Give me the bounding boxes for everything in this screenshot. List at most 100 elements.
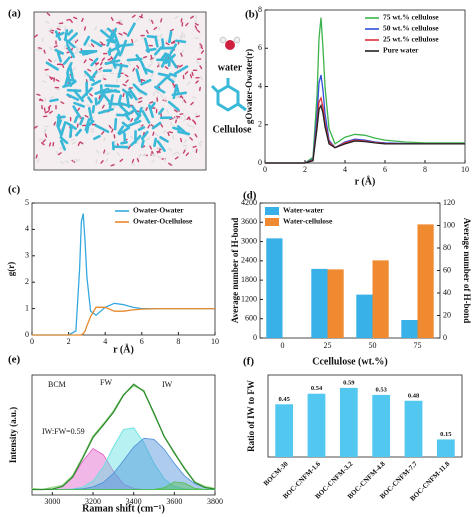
water-molecule xyxy=(153,91,156,97)
water-molecule xyxy=(75,46,80,50)
cellulose-chain xyxy=(125,109,135,117)
water-molecule xyxy=(167,131,170,137)
water-molecule xyxy=(157,61,161,66)
x-tick-label: 10 xyxy=(211,337,219,346)
water-molecule xyxy=(183,139,187,144)
data-label: 0.59 xyxy=(343,379,355,386)
cellulose-chain xyxy=(119,43,134,48)
cellulose-chain xyxy=(126,22,136,37)
y2-tick-label: 0 xyxy=(443,333,447,342)
line xyxy=(265,96,465,164)
water-molecule xyxy=(157,155,162,159)
water-molecule xyxy=(77,141,81,147)
x-tick-label: 2 xyxy=(303,165,307,174)
cellulose-chain xyxy=(119,39,128,55)
cellulose-chain xyxy=(176,125,188,135)
x-tick-label: 3400 xyxy=(126,497,142,506)
water-molecule xyxy=(199,65,203,70)
water-molecule xyxy=(42,139,46,143)
cellulose-chain xyxy=(87,106,94,123)
water-molecule xyxy=(103,137,106,142)
x-tick-label: 0 xyxy=(30,337,34,346)
cellulose-chain xyxy=(119,104,131,116)
panel-label: (a) xyxy=(8,8,21,20)
y-tick-label: 3000 xyxy=(241,236,257,245)
panel-label: (e) xyxy=(8,354,21,366)
annotation: BCM xyxy=(48,380,66,389)
water-molecule xyxy=(179,36,183,41)
legend-label: Owater-Ocellulose xyxy=(133,217,193,226)
cellulose-chain xyxy=(146,35,158,39)
y-tick-label: 2 xyxy=(258,120,262,129)
cellulose-chain xyxy=(140,139,145,148)
water-molecule xyxy=(147,124,151,129)
water-molecule xyxy=(174,115,178,120)
cellulose-chain xyxy=(63,37,76,49)
cellulose-chain xyxy=(167,100,180,112)
water-molecule xyxy=(149,57,155,60)
water-molecule xyxy=(64,160,69,163)
water-molecule xyxy=(157,146,161,151)
y2-tick-label: 60 xyxy=(443,265,451,274)
water-molecule xyxy=(55,79,60,82)
water-molecule xyxy=(72,67,76,71)
water-molecule xyxy=(43,49,46,54)
cellulose-chain xyxy=(140,130,149,140)
cellulose-chain xyxy=(114,34,121,48)
water-molecule xyxy=(109,87,114,90)
water-molecule xyxy=(46,12,51,16)
plot-frame xyxy=(267,374,463,458)
water-molecule xyxy=(42,80,47,84)
water-molecule xyxy=(44,68,49,71)
cellulose-icon xyxy=(210,78,247,112)
water-molecule xyxy=(152,131,155,136)
water-molecule xyxy=(110,16,114,21)
water-molecule xyxy=(189,74,193,79)
cellulose-chain xyxy=(59,121,67,138)
y-tick-label: 1800 xyxy=(241,275,257,284)
water-molecule xyxy=(145,106,148,112)
water-molecule xyxy=(138,15,144,19)
water-molecule xyxy=(150,124,155,128)
cellulose-chain xyxy=(128,88,138,101)
cellulose-chain xyxy=(89,70,98,81)
y-axis-title: g(r) xyxy=(6,262,16,277)
water-molecule xyxy=(44,110,49,114)
water-molecule xyxy=(157,26,161,31)
x-axis-title: Raman shift (cm⁻¹) xyxy=(82,503,165,514)
x-axis-title: r (Å) xyxy=(113,343,134,355)
water-molecule xyxy=(111,128,114,133)
x-tick-label: 75 xyxy=(414,341,422,350)
water-molecule xyxy=(131,14,136,18)
water-molecule xyxy=(186,81,191,86)
line xyxy=(265,103,465,164)
bar xyxy=(356,294,373,338)
cellulose-chain xyxy=(59,136,69,145)
water-molecule xyxy=(200,50,205,54)
water-molecule xyxy=(190,101,194,106)
water-molecule xyxy=(199,75,203,80)
y-tick-label: 3600 xyxy=(241,217,257,226)
y-axis-title: Intensity (a.u.) xyxy=(8,407,18,463)
x-tick-label: 8 xyxy=(176,337,180,346)
cellulose-chain xyxy=(110,27,117,41)
water-molecule xyxy=(190,15,194,19)
cellulose-chain xyxy=(151,121,162,130)
water-molecule xyxy=(168,162,172,166)
water-molecule xyxy=(59,146,64,149)
water-molecule xyxy=(72,141,77,145)
cellulose-chain xyxy=(137,126,146,132)
water-molecule xyxy=(116,152,121,156)
bar xyxy=(266,238,283,338)
water-molecule xyxy=(81,17,84,23)
water-molecule xyxy=(157,149,161,154)
water-molecule xyxy=(48,58,52,63)
water-molecule xyxy=(168,131,173,134)
cellulose-chain xyxy=(57,119,63,128)
water-molecule xyxy=(45,21,50,25)
water-molecule xyxy=(49,110,53,114)
water-molecule xyxy=(76,48,79,54)
cellulose-chain xyxy=(73,115,79,124)
cellulose-chain xyxy=(117,64,123,79)
